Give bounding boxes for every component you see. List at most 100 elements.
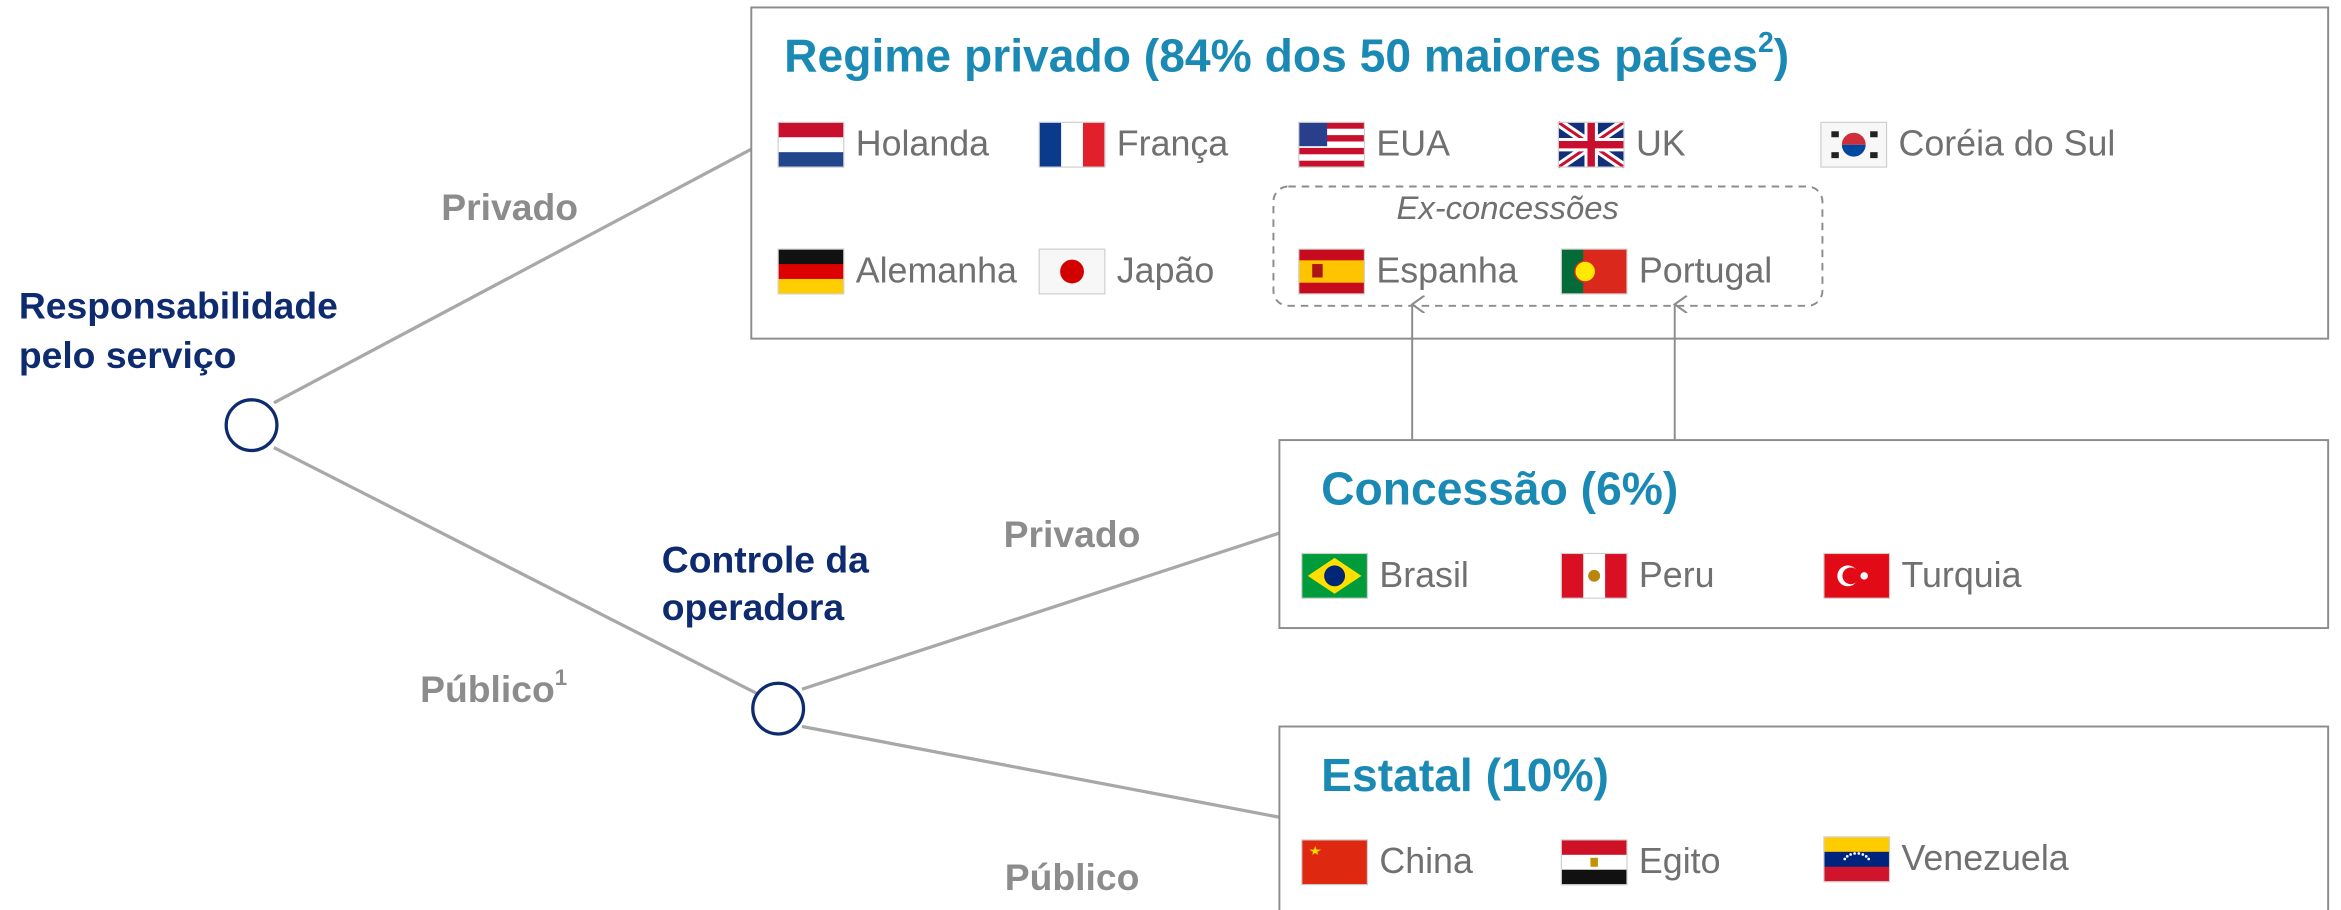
country-label: Espanha — [1376, 250, 1517, 290]
flag — [1560, 248, 1628, 295]
flag-part — [1860, 572, 1868, 580]
edge-label: Público — [1005, 856, 1140, 898]
group-label: Ex-concessões — [1396, 189, 1618, 226]
flag-part — [1061, 122, 1084, 168]
country-label: Brasil — [1379, 555, 1469, 595]
flag-border — [1038, 248, 1106, 295]
flag-part — [1298, 128, 1365, 136]
root-label: Responsabilidade — [19, 285, 338, 327]
country-label: França — [1117, 124, 1229, 164]
country-label: Venezuela — [1901, 838, 2068, 878]
flag-part — [1561, 869, 1627, 886]
flag — [1301, 839, 1369, 886]
flag-part — [1561, 839, 1627, 856]
edge-line — [801, 531, 1282, 691]
flag-part — [1870, 131, 1878, 138]
flag-part — [1823, 866, 1890, 883]
flag-border — [1298, 121, 1366, 168]
flag-part — [1298, 141, 1365, 149]
box-title: Regime privado (84% dos 50 maiores paíse… — [784, 27, 1789, 82]
country-label: Egito — [1639, 841, 1721, 881]
box-title: Concessão (6%) — [1321, 463, 1678, 515]
flag-border — [1823, 836, 1891, 883]
flag-part — [1870, 152, 1878, 159]
footnote-mark: 1 — [555, 665, 567, 690]
flag-border — [1298, 248, 1366, 295]
flag-border — [1560, 839, 1628, 886]
country-label: EUA — [1376, 124, 1450, 164]
country-label: Japão — [1117, 250, 1215, 290]
node-circle — [224, 398, 279, 453]
box-title-text: ) — [1774, 30, 1789, 82]
flag-part — [1298, 122, 1328, 147]
flag-part — [778, 249, 844, 265]
private-box — [750, 6, 2330, 340]
flag-part — [1823, 836, 1890, 853]
flag-border — [777, 248, 845, 295]
flag-part — [1298, 160, 1365, 168]
flag-part — [1864, 855, 1868, 858]
flag-part — [1298, 154, 1365, 162]
flag-part — [1853, 852, 1856, 855]
flag-part — [1561, 249, 1584, 294]
flag — [1560, 839, 1628, 886]
flag-border — [1560, 552, 1628, 599]
flag — [1298, 121, 1366, 168]
flag-border — [1823, 552, 1891, 599]
flag-border — [1557, 121, 1625, 168]
flag-part — [1298, 122, 1365, 130]
edge-label-text: Público — [420, 668, 555, 710]
flag-border — [777, 121, 845, 168]
flag-part — [1309, 845, 1322, 855]
flag-part — [778, 122, 844, 138]
flag-part — [1574, 260, 1597, 283]
flag-part — [1039, 122, 1062, 168]
flag-part — [1841, 144, 1866, 157]
flag-border — [1301, 552, 1369, 599]
flag-part — [1082, 122, 1106, 168]
flag — [1038, 248, 1106, 295]
country-label: Portugal — [1639, 250, 1772, 290]
flag-border — [1560, 248, 1628, 295]
operator-label: Controle da — [662, 538, 869, 580]
operator-label: operadora — [662, 586, 845, 628]
flag-part — [1312, 264, 1323, 278]
flag-part — [1588, 569, 1601, 582]
footnote-mark: 2 — [1758, 27, 1774, 59]
flag-part — [1867, 857, 1871, 861]
flag-part — [1590, 857, 1598, 867]
flag-part — [1301, 839, 1368, 885]
flag-part — [1843, 857, 1847, 861]
flag-part — [778, 278, 844, 295]
flag-part — [1060, 259, 1084, 284]
country-label: Coréia do Sul — [1899, 124, 2116, 164]
edge-label: Público1 — [420, 665, 567, 710]
flag-part — [1841, 132, 1866, 145]
flag-part — [1849, 853, 1852, 856]
flag — [1823, 552, 1891, 599]
country-label: Holanda — [856, 124, 989, 164]
flag-part — [778, 137, 844, 153]
flag-part — [1831, 152, 1839, 159]
flag-border — [1820, 121, 1888, 168]
flag — [777, 121, 845, 168]
flag — [1820, 121, 1888, 168]
edge-line — [273, 147, 753, 405]
flag-part — [1861, 853, 1865, 856]
country-label: Alemanha — [856, 250, 1017, 290]
flag-border — [1301, 839, 1369, 886]
flag-part — [1831, 131, 1839, 138]
flag-part — [778, 264, 844, 280]
state-box — [1278, 725, 2330, 910]
flag — [1038, 121, 1106, 168]
flag-part — [1298, 260, 1365, 283]
country-label: Turquia — [1901, 555, 2021, 595]
flag — [1555, 118, 1627, 171]
flag-part — [1298, 147, 1365, 155]
box-title: Estatal (10%) — [1321, 749, 1609, 801]
flag — [777, 248, 845, 295]
flag — [1298, 248, 1366, 295]
flag — [1301, 552, 1369, 599]
